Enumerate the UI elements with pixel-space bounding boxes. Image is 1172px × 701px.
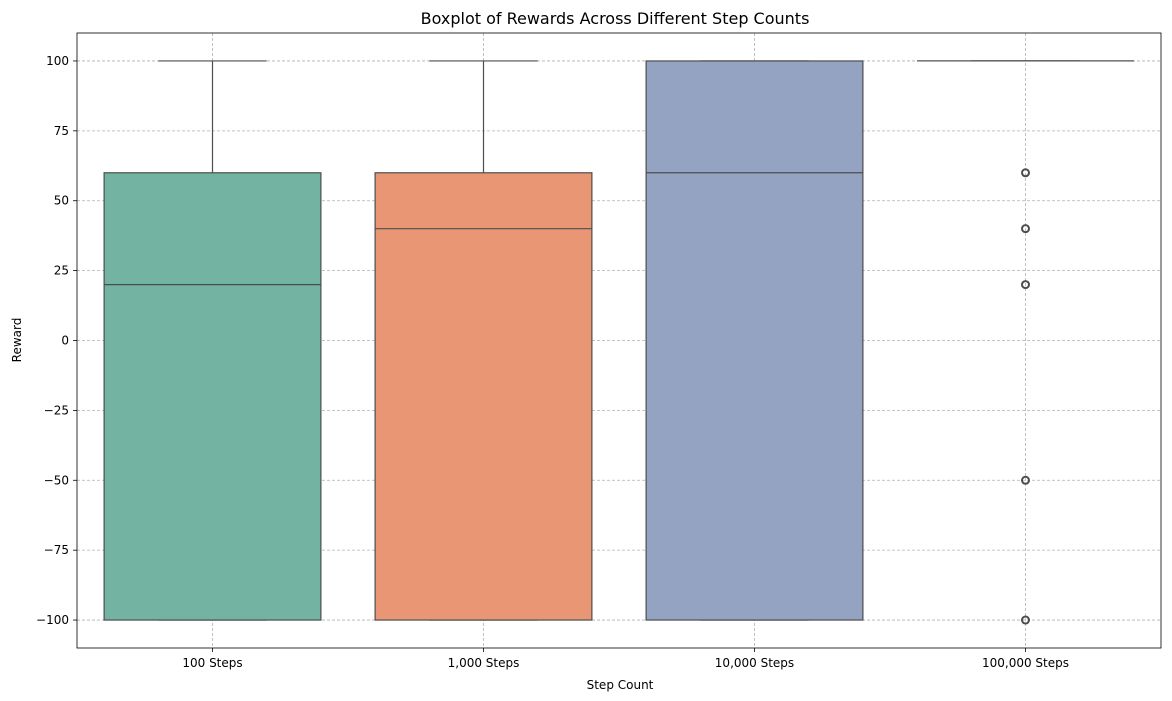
- box: [103, 172, 322, 621]
- outlier-point: [1021, 615, 1030, 625]
- box: [645, 60, 864, 621]
- y-tick-label: −25: [44, 403, 69, 417]
- x-axis-label: Step Count: [587, 678, 654, 692]
- y-tick-label: −50: [44, 473, 69, 487]
- box: [374, 172, 593, 621]
- y-axis-label: Reward: [10, 318, 24, 363]
- y-tick-label: −75: [44, 543, 69, 557]
- outlier-point: [1021, 280, 1030, 290]
- box-layer: [103, 60, 1134, 625]
- box-group: [374, 60, 593, 621]
- box-group: [103, 60, 322, 621]
- y-tick-label: 50: [54, 194, 69, 208]
- y-tick-label: 0: [61, 334, 69, 348]
- y-tick-label: 25: [54, 264, 69, 278]
- outlier-point: [1021, 224, 1030, 234]
- box-group: [645, 60, 864, 621]
- y-tick-label: 100: [46, 54, 69, 68]
- box-group: [917, 60, 1134, 625]
- y-tick-label: 75: [54, 124, 69, 138]
- x-tick-label: 100,000 Steps: [982, 656, 1069, 670]
- y-tick-label: −100: [36, 613, 69, 627]
- x-tick-label: 1,000 Steps: [448, 656, 520, 670]
- outlier-point: [1021, 168, 1030, 178]
- tick-layer: −100 −75 −50 −25 0 25 50 75 100 100 Steps 1,000 St…: [36, 54, 1069, 670]
- x-tick-label: 10,000 Steps: [715, 656, 794, 670]
- chart-title: Boxplot of Rewards Across Different Step…: [421, 9, 810, 28]
- outlier-point: [1021, 475, 1030, 485]
- x-tick-label: 100 Steps: [182, 656, 242, 670]
